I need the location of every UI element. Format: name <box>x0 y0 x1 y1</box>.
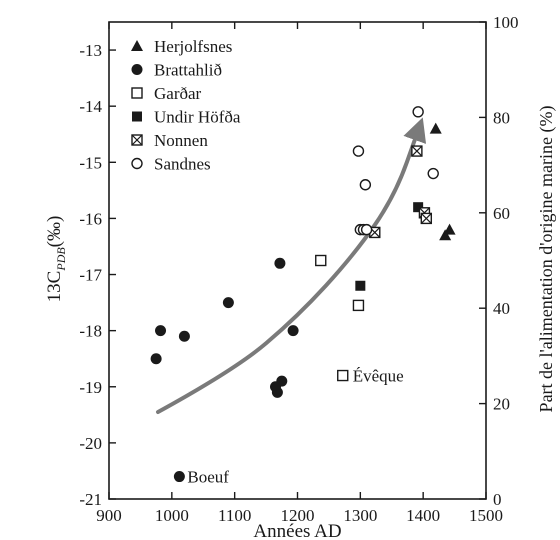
trend-arrow-layer <box>156 117 427 415</box>
legend-marker-filled-circle <box>131 64 143 75</box>
point-open-square-2-1 <box>352 299 365 312</box>
ticks-layer: 900 1000 1100 1200 1300 1400 1500-21-20-19-18-… <box>79 13 518 525</box>
legend-label: Garðar <box>154 84 202 103</box>
data-points-layer <box>150 106 456 483</box>
x-tick-label: 900 <box>96 506 122 525</box>
point-crossed-square-4-3-cross-b <box>420 212 432 224</box>
y2-tick-label: 40 <box>493 299 510 318</box>
point-filled-circle-1-7 <box>276 375 288 387</box>
y-tick-label: -20 <box>79 434 102 453</box>
secondary-y-axis-label: Part de l'alimentation d'origine marine … <box>536 106 557 413</box>
point-open-circle-5-6 <box>427 167 439 180</box>
y-axis-label-main: 13C <box>44 271 65 303</box>
y-tick-label: -19 <box>79 378 102 397</box>
trend-arrow <box>156 117 427 415</box>
legend-marker-crossed-square-cross-b <box>131 134 143 146</box>
point-filled-circle-1-1 <box>155 325 167 337</box>
y2-tick-label: 20 <box>493 395 510 414</box>
x-tick-label: 1300 <box>343 506 377 525</box>
point-crossed-square-4-1-cross-b <box>411 145 423 157</box>
y-axis-label: 13CPDB(‰) <box>44 216 68 303</box>
y2-tick-label: 80 <box>493 108 510 127</box>
annotation-label: Boeuf <box>187 468 229 487</box>
legend-label: Herjolfsnes <box>154 37 232 56</box>
x-tick-label: 1400 <box>406 506 440 525</box>
legend-marker-filled-triangle <box>131 40 143 51</box>
point-filled-square-3-0 <box>355 280 366 291</box>
point-filled-circle-1-3 <box>222 297 234 309</box>
annotation-label: Évêque <box>353 367 404 386</box>
point-open-circle-5-1 <box>359 179 372 191</box>
point-filled-circle-1-9 <box>173 471 185 483</box>
y2-tick-label: 60 <box>493 204 510 223</box>
y2-tick-label: 0 <box>493 490 502 509</box>
x-tick-label: 1000 <box>155 506 189 525</box>
legend-label: Undir Höfða <box>154 108 241 127</box>
point-filled-square-3-1 <box>413 202 424 213</box>
point-crossed-square-4-1 <box>411 145 423 157</box>
legend: Herjolfsnes Brattahlið Garðar Undir Höfða No… <box>131 37 241 174</box>
legend-marker-filled-square <box>132 111 142 122</box>
point-filled-circle-1-2 <box>178 330 190 342</box>
legend-label: Brattahlið <box>154 61 222 80</box>
y-tick-label: -16 <box>79 209 102 228</box>
legend-label: Nonnen <box>154 131 208 150</box>
point-filled-circle-1-8 <box>287 325 299 337</box>
point-crossed-square-4-3 <box>420 212 433 225</box>
x-tick-label: 1100 <box>218 506 251 525</box>
point-filled-triangle-0-2 <box>443 223 456 235</box>
legend-marker-open-circle <box>131 157 143 170</box>
point-open-circle-5-5 <box>412 106 424 118</box>
y-tick-label: -17 <box>79 266 102 285</box>
y-tick-label: -18 <box>79 322 102 341</box>
annotations-layer: Boeuf Évêque <box>187 367 403 487</box>
legend-marker-crossed-square <box>131 134 143 146</box>
legend-marker-open-square <box>131 87 143 99</box>
y-tick-label: -14 <box>79 97 102 116</box>
x-tick-label: 1500 <box>469 506 503 525</box>
y-axis-label-subscript: PDB <box>54 247 68 272</box>
point-open-square-2-2 <box>337 369 349 382</box>
point-crossed-square-4-0-cross-b <box>369 227 381 238</box>
point-filled-triangle-0-0 <box>429 122 442 134</box>
point-open-circle-5-0 <box>352 145 365 157</box>
y-tick-label: -15 <box>79 153 102 172</box>
point-open-square-2-0 <box>315 254 327 267</box>
point-filled-circle-1-5 <box>271 386 283 398</box>
point-filled-circle-1-0 <box>150 353 162 365</box>
y-tick-label: -13 <box>79 41 102 60</box>
y-axis-label-unit: (‰) <box>44 216 65 248</box>
y-tick-label: -21 <box>79 490 102 509</box>
x-tick-label: 1200 <box>281 506 315 525</box>
point-filled-triangle-0-1 <box>439 229 452 241</box>
y2-tick-label: 100 <box>493 13 519 32</box>
point-filled-circle-1-6 <box>274 257 286 269</box>
x-axis-label: Années AD <box>253 521 341 540</box>
legend-label: Sandnes <box>154 155 211 174</box>
point-open-circle-5-4 <box>360 223 373 236</box>
